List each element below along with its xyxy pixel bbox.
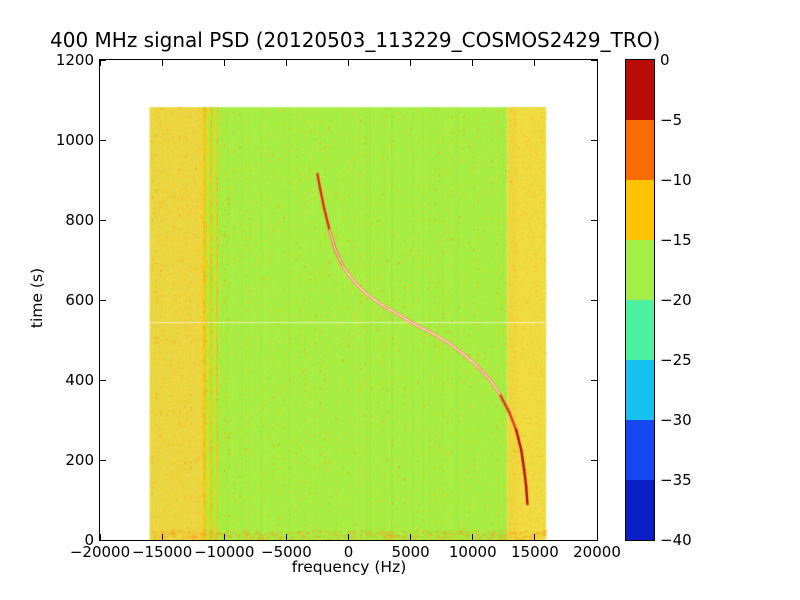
x-tick-label: −15000 (131, 543, 193, 561)
y-tick (100, 139, 106, 141)
colorbar-tick-label: −20 (660, 291, 692, 309)
y-tick-right (591, 539, 597, 541)
y-tick-right (591, 299, 597, 301)
colorbar-tick-label: −35 (660, 471, 692, 489)
axes-frame (99, 59, 598, 541)
colorbar-tick-label: −10 (660, 171, 692, 189)
colorbar-segment (626, 180, 654, 240)
colorbar-tick-label: −5 (660, 111, 683, 129)
colorbar-segment (626, 300, 654, 360)
x-tick-top (410, 60, 412, 66)
colorbar-tick-label: −15 (660, 231, 692, 249)
x-tick (472, 534, 474, 540)
y-tick-right (591, 59, 597, 61)
y-tick-right (591, 379, 597, 381)
x-tick-label: −10000 (194, 543, 255, 561)
y-tick-label: 1000 (55, 131, 94, 149)
y-tick (100, 539, 106, 541)
y-tick-right (591, 219, 597, 221)
x-tick-top (596, 60, 598, 66)
y-tick-right (591, 459, 597, 461)
x-tick (223, 534, 225, 540)
x-tick-label: −20000 (69, 543, 131, 561)
x-tick-top (472, 60, 474, 66)
colorbar-segment (626, 420, 654, 480)
y-tick (100, 299, 106, 301)
x-tick-label: 10000 (448, 543, 497, 561)
x-tick-top (348, 60, 349, 66)
x-tick (410, 534, 412, 540)
x-tick (99, 534, 101, 540)
colorbar-tick-label: −40 (660, 531, 692, 549)
x-tick (534, 534, 536, 540)
y-tick-label: 800 (65, 211, 94, 229)
chart-title: 400 MHz signal PSD (20120503_113229_COSM… (50, 28, 661, 52)
y-tick (100, 59, 106, 61)
colorbar-segment (626, 240, 654, 300)
colorbar-segment (626, 120, 654, 180)
colorbar-tick-label: 0 (660, 51, 670, 69)
y-tick (100, 379, 106, 381)
x-tick (348, 534, 349, 540)
y-tick-label: 400 (65, 371, 94, 389)
y-tick-label: 1200 (55, 51, 94, 69)
colorbar-segment (626, 360, 654, 420)
y-tick-right (591, 139, 597, 141)
x-tick (285, 534, 287, 540)
y-tick (100, 219, 106, 221)
x-tick-label: −5000 (261, 543, 312, 561)
x-tick-top (161, 60, 163, 66)
x-tick-top (534, 60, 536, 66)
x-tick (161, 534, 163, 540)
colorbar-segment (626, 60, 654, 120)
x-tick-label: 0 (343, 543, 354, 561)
x-axis-label: frequency (Hz) (291, 558, 407, 576)
colorbar-tick-label: −30 (660, 411, 692, 429)
x-tick-top (223, 60, 225, 66)
x-tick-label: 20000 (573, 543, 621, 561)
y-tick-label: 0 (84, 531, 94, 549)
colorbar-tick-label: −25 (660, 351, 692, 369)
x-tick-top (99, 60, 101, 66)
x-tick-top (285, 60, 287, 66)
y-tick-label: 200 (65, 451, 94, 469)
x-tick-label: 15000 (511, 543, 559, 561)
colorbar-segment (626, 480, 654, 540)
y-tick-label: 600 (65, 291, 94, 309)
x-tick (596, 534, 598, 540)
x-tick-label: 5000 (391, 543, 430, 561)
y-axis-label: time (s) (28, 267, 46, 329)
y-tick (100, 459, 106, 461)
heatmap-plot-area (100, 60, 597, 540)
colorbar (625, 59, 655, 541)
